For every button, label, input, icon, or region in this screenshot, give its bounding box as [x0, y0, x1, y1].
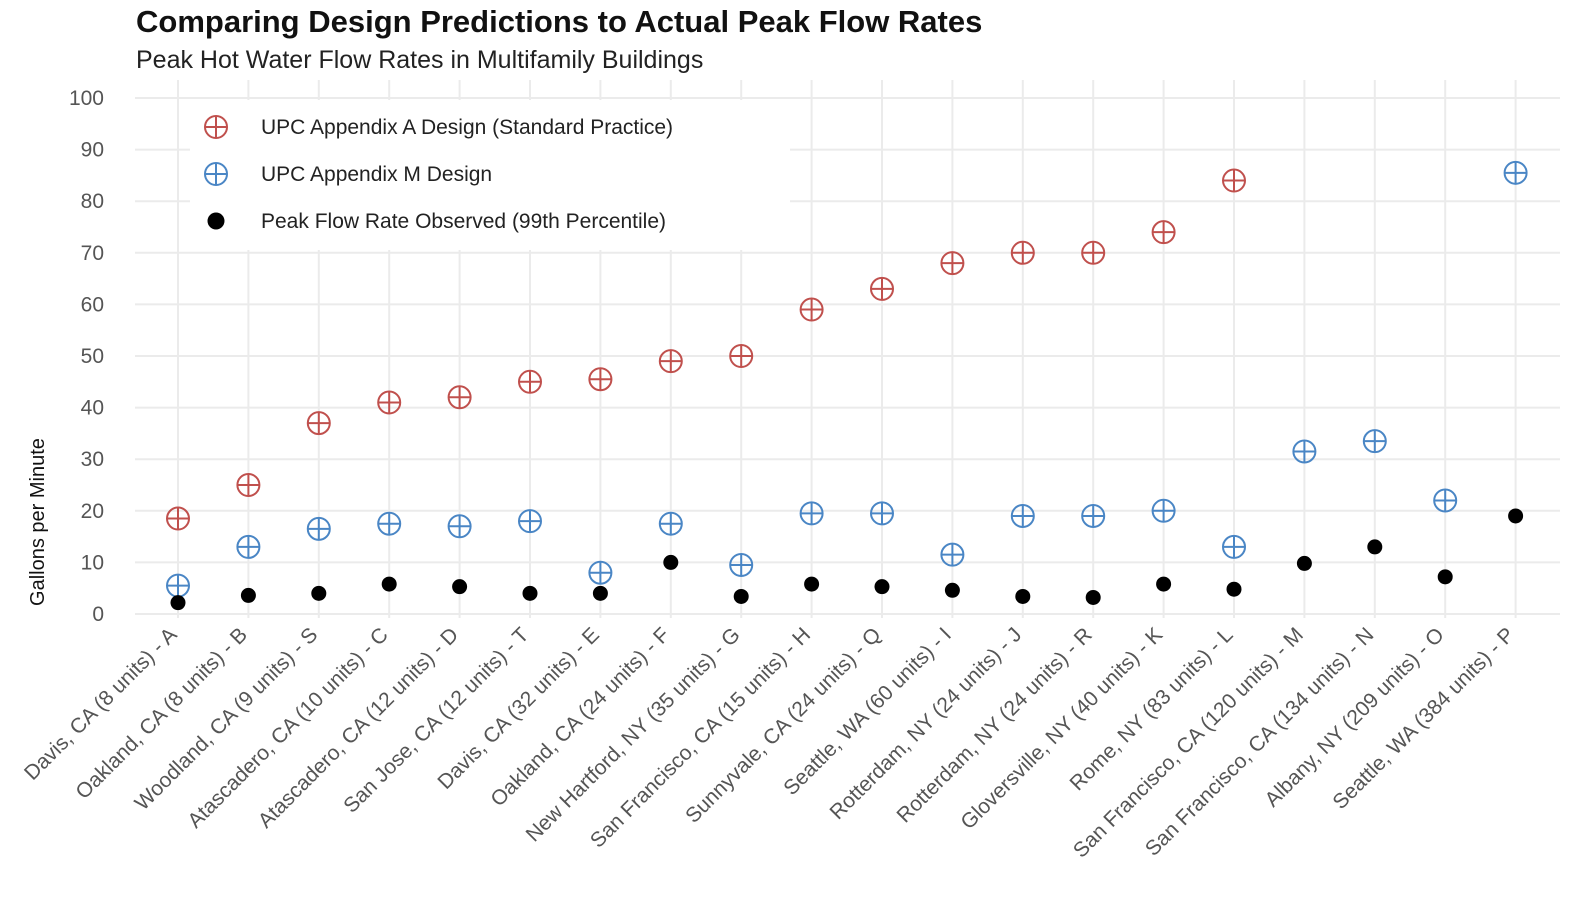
appendix-a-point — [729, 344, 754, 368]
appendix-m-point — [166, 573, 190, 598]
observed-point — [1367, 539, 1383, 555]
appendix-m-point — [518, 509, 542, 534]
appendix-a-point — [306, 411, 331, 436]
appendix-m-point — [729, 552, 754, 577]
appendix-a-point — [447, 385, 472, 410]
appendix-m-point — [940, 542, 965, 567]
appendix-m-point — [1151, 498, 1176, 523]
chart-subtitle: Peak Hot Water Flow Rates in Multifamily… — [136, 46, 704, 74]
appendix-a-point — [870, 276, 894, 301]
legend-background — [190, 100, 790, 250]
observed-point — [874, 579, 890, 595]
appendix-a-point — [377, 390, 402, 415]
appendix-a-point — [1010, 240, 1035, 265]
appendix-m-point — [870, 501, 894, 526]
observed-point — [1156, 576, 1172, 592]
observed-point — [381, 576, 397, 592]
appendix-m-point — [658, 511, 683, 536]
chart-title: Comparing Design Predictions to Actual P… — [136, 4, 983, 39]
observed-point — [804, 576, 820, 592]
appendix-m-point — [1292, 439, 1317, 464]
appendix-a-point — [166, 506, 190, 531]
appendix-a-point — [799, 297, 824, 322]
appendix-m-point — [447, 514, 472, 539]
appendix-m-point — [1362, 429, 1387, 454]
appendix-m-point — [306, 516, 331, 541]
data-points — [166, 160, 1528, 611]
appendix-m-point — [1081, 503, 1106, 528]
observed-point — [1085, 589, 1101, 605]
legend-observed-marker — [207, 212, 225, 230]
observed-point — [1296, 555, 1312, 571]
appendix-a-point — [1081, 240, 1106, 265]
observed-point — [1226, 581, 1242, 597]
observed-point — [1508, 508, 1524, 524]
observed-point — [733, 588, 749, 604]
observed-point — [170, 595, 186, 611]
legend-label: UPC Appendix M Design — [261, 163, 492, 186]
appendix-m-point — [588, 560, 613, 585]
y-tick-label: 100 — [69, 87, 104, 110]
y-tick-label: 80 — [81, 190, 104, 213]
observed-point — [311, 585, 327, 601]
appendix-m-point — [1433, 488, 1458, 513]
y-tick-label: 10 — [81, 551, 104, 574]
observed-point — [240, 587, 256, 603]
legend-appendix-m-marker — [204, 162, 228, 186]
appendix-a-point — [1222, 168, 1246, 193]
observed-point — [1015, 588, 1031, 604]
observed-point — [592, 585, 608, 601]
appendix-m-point — [236, 534, 261, 559]
appendix-m-point — [1010, 503, 1035, 528]
legend-appendix-a-marker — [204, 115, 228, 139]
y-tick-label: 0 — [92, 603, 104, 626]
appendix-a-point — [236, 473, 261, 497]
y-tick-label: 70 — [81, 242, 104, 265]
legend-label: UPC Appendix A Design (Standard Practice… — [261, 116, 673, 139]
appendix-m-point — [1222, 534, 1246, 559]
y-tick-label: 30 — [81, 448, 104, 471]
appendix-a-point — [658, 349, 683, 374]
legend: UPC Appendix A Design (Standard Practice… — [190, 100, 790, 250]
appendix-m-point — [1503, 160, 1528, 185]
observed-point — [522, 585, 538, 601]
appendix-a-point — [518, 369, 542, 394]
appendix-m-point — [377, 511, 402, 536]
legend-label: Peak Flow Rate Observed (99th Percentile… — [261, 210, 666, 233]
observed-point — [663, 554, 679, 570]
y-tick-label: 90 — [81, 139, 104, 162]
y-tick-label: 40 — [81, 397, 104, 420]
y-tick-label: 60 — [81, 293, 104, 316]
appendix-m-point — [799, 501, 824, 526]
appendix-a-point — [1151, 220, 1176, 245]
observed-point — [944, 582, 960, 598]
y-tick-label: 20 — [81, 500, 104, 523]
observed-point — [1437, 569, 1453, 585]
appendix-a-point — [588, 367, 613, 392]
y-tick-label: 50 — [81, 345, 104, 368]
appendix-a-point — [940, 251, 965, 276]
y-axis-ticks: 0 10 20 30 40 50 60 70 80 90 100 — [69, 87, 104, 626]
observed-point — [452, 579, 468, 595]
y-axis-label: Gallons per Minute — [27, 438, 49, 606]
